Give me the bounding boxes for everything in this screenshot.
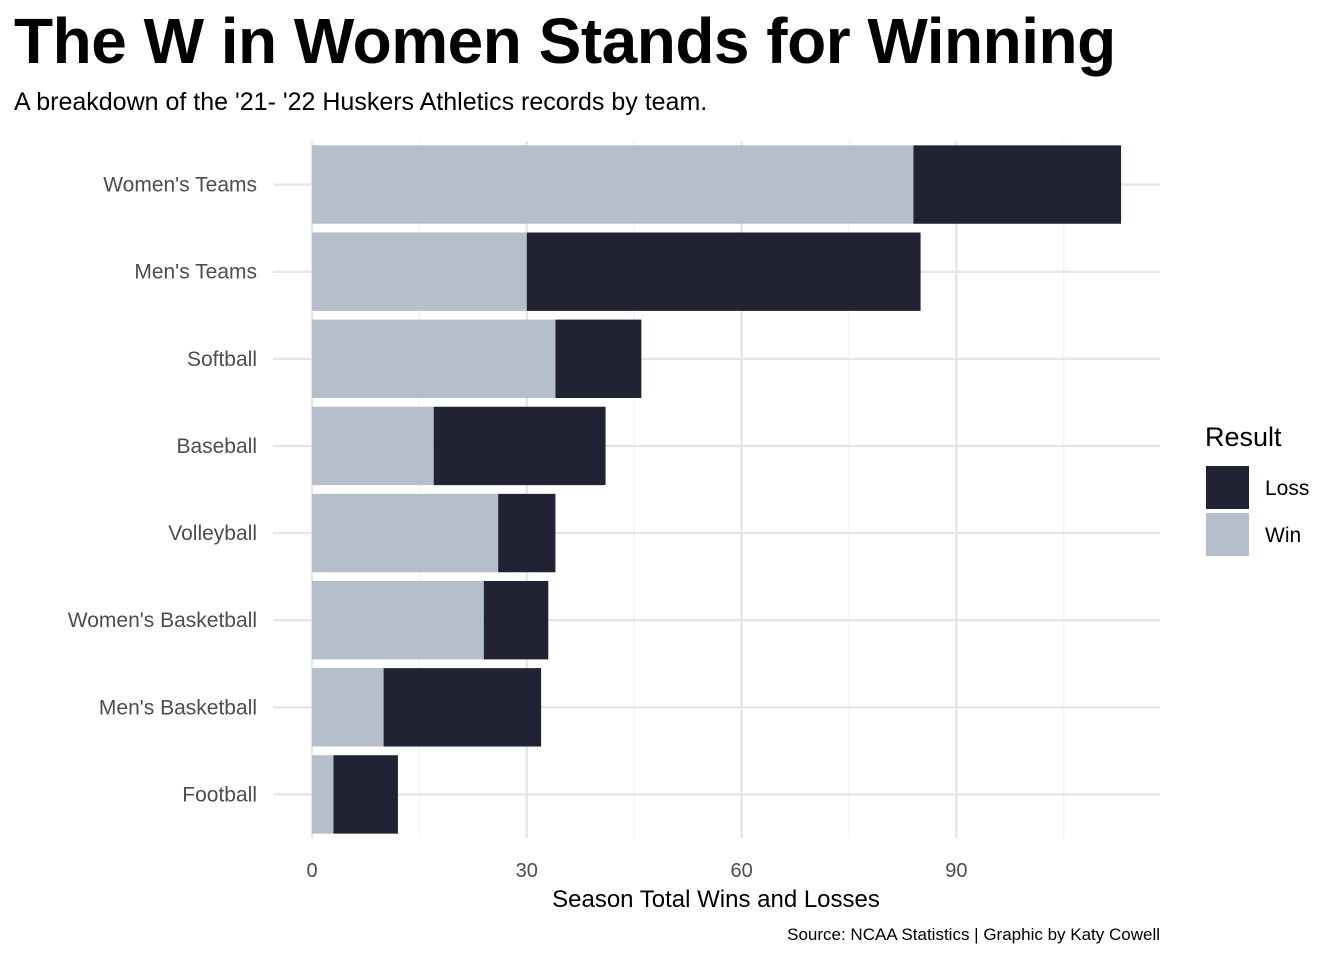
bar-win-women-s-teams — [312, 145, 914, 224]
x-tick-label: 0 — [306, 860, 317, 882]
category-labels: Women's Teams Men's Teams Softball Baseball… — [68, 174, 257, 807]
legend-title: Result — [1205, 422, 1282, 452]
legend-label-loss: Loss — [1265, 477, 1309, 500]
bar-loss-football — [333, 755, 398, 834]
bar-win-women-s-basketball — [312, 580, 484, 660]
category-label: Baseball — [176, 435, 257, 458]
category-label: Football — [182, 783, 257, 806]
bar-win-softball — [312, 319, 556, 399]
bar-win-men-s-teams — [312, 232, 527, 311]
chart-caption: Source: NCAA Statistics | Graphic by Kat… — [787, 925, 1160, 944]
x-tick-label: 60 — [730, 860, 752, 882]
legend-label-win: Win — [1265, 524, 1301, 547]
legend-key-loss — [1206, 466, 1249, 509]
legend-key-win — [1206, 513, 1249, 556]
bar-loss-men-s-basketball — [383, 668, 542, 747]
bar-win-football — [312, 755, 334, 834]
category-label: Softball — [187, 348, 257, 371]
bar-loss-men-s-teams — [526, 232, 921, 311]
bar-win-men-s-basketball — [312, 668, 384, 747]
bar-loss-baseball — [433, 406, 606, 486]
x-axis-label: Season Total Wins and Losses — [552, 886, 880, 913]
category-label: Men's Basketball — [99, 696, 257, 719]
chart-subtitle: A breakdown of the '21- '22 Huskers Athl… — [14, 88, 708, 116]
x-tick-label: 30 — [516, 860, 538, 882]
category-label: Men's Teams — [134, 261, 257, 284]
bars — [312, 145, 1122, 834]
legend: Result Loss Win — [1205, 422, 1309, 556]
bar-loss-women-s-teams — [913, 145, 1122, 224]
x-tick-labels: 0 30 60 90 — [306, 860, 967, 882]
bar-win-volleyball — [312, 493, 499, 573]
bar-loss-softball — [555, 319, 642, 399]
x-tick-label: 90 — [945, 860, 967, 882]
category-label: Volleyball — [168, 522, 257, 545]
category-label: Women's Teams — [103, 174, 257, 197]
bar-win-baseball — [312, 406, 434, 486]
bar-loss-women-s-basketball — [483, 580, 549, 660]
bar-loss-volleyball — [498, 493, 556, 573]
category-label: Women's Basketball — [68, 609, 257, 632]
chart-title: The W in Women Stands for Winning — [14, 5, 1116, 77]
